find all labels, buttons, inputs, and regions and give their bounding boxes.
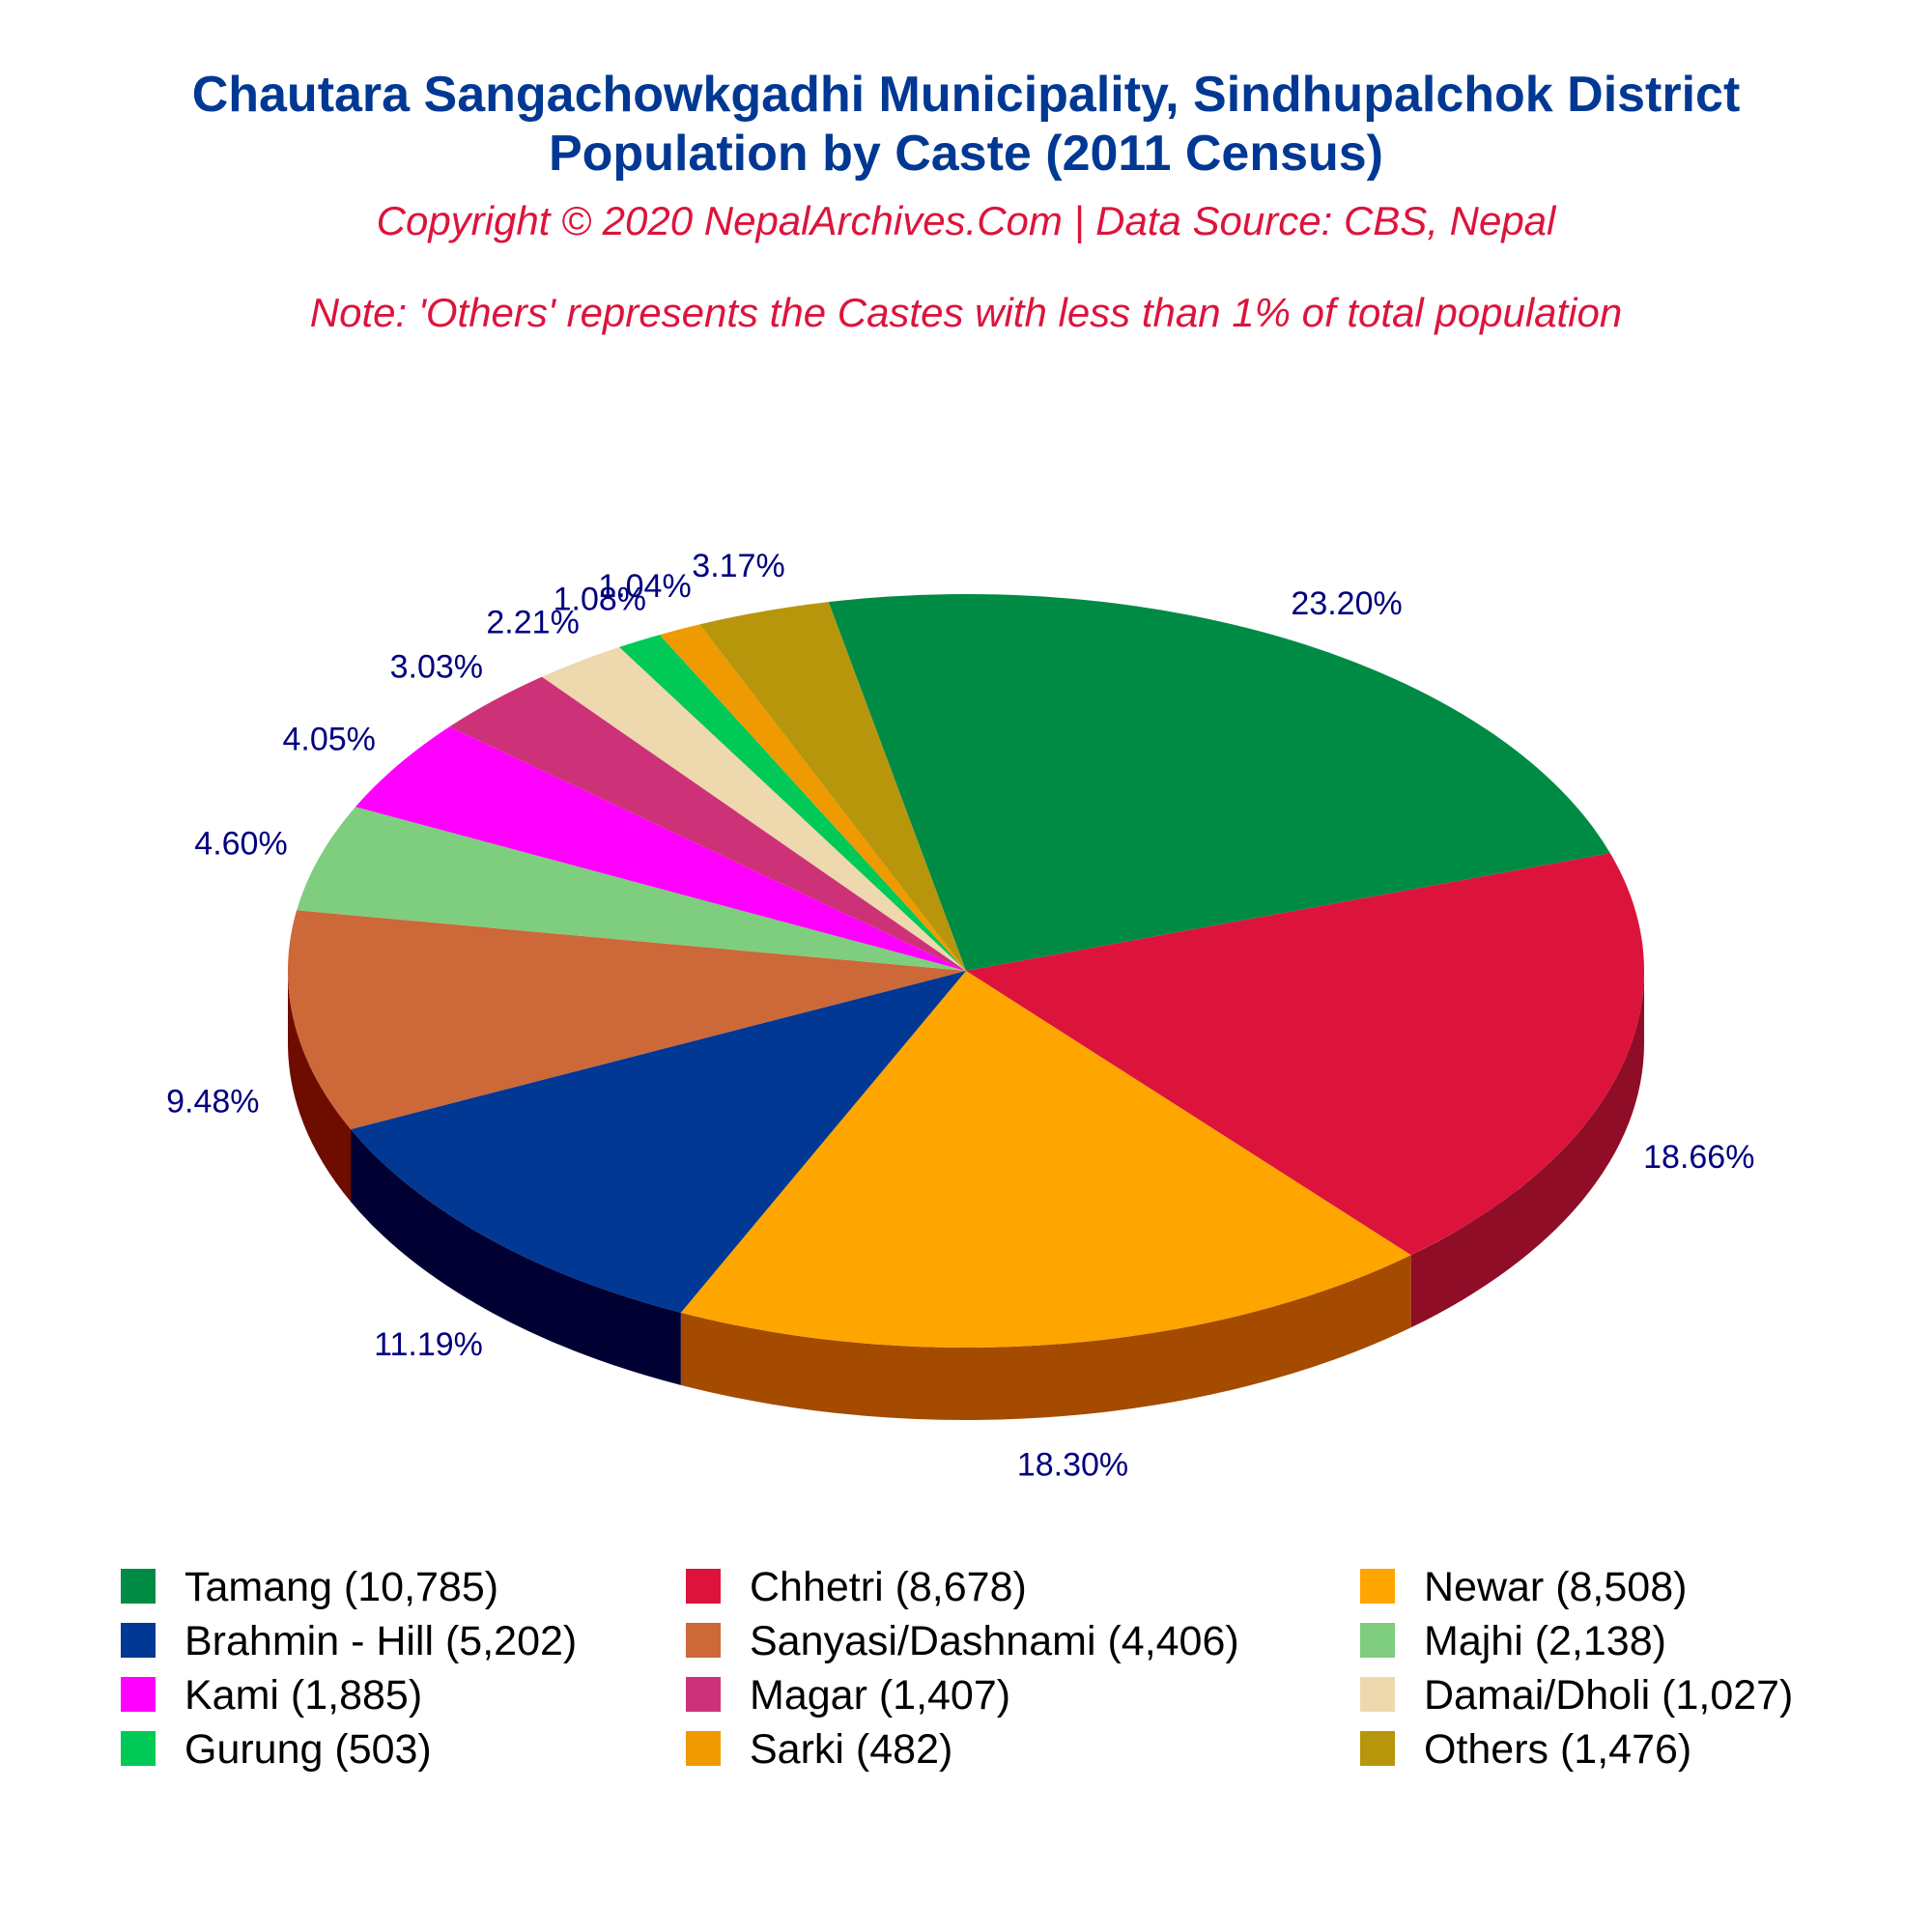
legend-label-brahmin-hill: Brahmin - Hill (5,202) — [185, 1618, 577, 1664]
pie-slice-majhi — [297, 807, 966, 971]
chart-title-line-1: Chautara Sangachowkgadhi Municipality, S… — [192, 67, 1741, 123]
pct-label-sanyasi-dashnami: 9.48% — [166, 1084, 259, 1121]
pie-slice-sanyasi-dashnami — [287, 910, 966, 1129]
legend-label-sarki: Sarki (482) — [750, 1726, 952, 1773]
pct-label-majhi: 4.60% — [194, 826, 287, 863]
pie-slice-damai-dholi — [542, 646, 966, 971]
pie-slice-magar — [449, 676, 966, 971]
legend-item-sanyasi-dashnami: Sanyasi/Dashnami (4,406) — [686, 1618, 1239, 1664]
pie-side-brahmin-hill — [351, 1128, 681, 1385]
pct-label-others: 3.17% — [692, 548, 784, 584]
legend-label-chhetri: Chhetri (8,678) — [750, 1564, 1027, 1610]
legend-label-damai-dholi: Damai/Dholi (1,027) — [1424, 1672, 1793, 1719]
chart-title: Chautara Sangachowkgadhi Municipality, S… — [192, 67, 1741, 182]
pie-side-chhetri — [1410, 971, 1644, 1328]
legend-swatch-newar — [1360, 1569, 1395, 1604]
pct-label-newar: 18.30% — [1017, 1447, 1128, 1484]
legend: Tamang (10,785) Chhetri (8,678) Newar (8,5… — [121, 1564, 1793, 1773]
chart-subtitle: Copyright © 2020 NepalArchives.Com | Dat… — [377, 198, 1557, 244]
legend-item-newar: Newar (8,508) — [1360, 1564, 1687, 1610]
legend-item-damai-dholi: Damai/Dholi (1,027) — [1360, 1672, 1793, 1719]
legend-item-gurung: Gurung (503) — [121, 1726, 432, 1773]
legend-item-magar: Magar (1,407) — [686, 1672, 1010, 1719]
chart-title-line-2: Population by Caste (2011 Census) — [549, 126, 1383, 182]
legend-label-gurung: Gurung (503) — [185, 1726, 432, 1773]
legend-item-brahmin-hill: Brahmin - Hill (5,202) — [121, 1618, 577, 1664]
pie-sides — [288, 971, 1644, 1420]
legend-item-majhi: Majhi (2,138) — [1360, 1618, 1666, 1664]
pie-slice-tamang — [828, 594, 1610, 971]
legend-item-others: Others (1,476) — [1360, 1726, 1691, 1773]
legend-swatch-majhi — [1360, 1623, 1395, 1658]
legend-swatch-kami — [121, 1677, 156, 1712]
pie-percent-labels: 23.20% 18.66% 18.30% 11.19% 9.48% 4.60% 4.05% 3… — [166, 548, 1754, 1483]
legend-item-sarki: Sarki (482) — [686, 1726, 952, 1773]
legend-swatch-gurung — [121, 1731, 156, 1766]
legend-item-chhetri: Chhetri (8,678) — [686, 1564, 1027, 1610]
pct-label-sarki: 1.04% — [598, 568, 691, 605]
pct-label-gurung: 1.08% — [554, 582, 646, 618]
legend-swatch-chhetri — [686, 1569, 721, 1604]
legend-label-newar: Newar (8,508) — [1424, 1564, 1687, 1610]
legend-swatch-brahmin-hill — [121, 1623, 156, 1658]
pie-slice-sarki — [659, 624, 966, 971]
legend-swatch-sanyasi-dashnami — [686, 1623, 721, 1658]
legend-swatch-sarki — [686, 1731, 721, 1766]
pct-label-tamang: 23.20% — [1291, 585, 1402, 622]
legend-swatch-others — [1360, 1731, 1395, 1766]
pct-label-damai-dholi: 2.21% — [486, 604, 579, 640]
pie-slices — [287, 594, 1644, 1348]
legend-item-kami: Kami (1,885) — [121, 1672, 422, 1719]
legend-swatch-damai-dholi — [1360, 1677, 1395, 1712]
pie-side-newar — [680, 1255, 1411, 1420]
pie-slice-gurung — [619, 635, 966, 971]
pct-label-brahmin-hill: 11.19% — [374, 1326, 483, 1363]
pie-slice-chhetri — [966, 853, 1644, 1256]
legend-label-kami: Kami (1,885) — [185, 1672, 422, 1719]
chart-note: Note: 'Others' represents the Castes wit… — [310, 290, 1622, 335]
pct-label-chhetri: 18.66% — [1643, 1139, 1754, 1176]
legend-label-magar: Magar (1,407) — [750, 1672, 1010, 1719]
legend-item-tamang: Tamang (10,785) — [121, 1564, 498, 1610]
pie-slice-newar — [680, 971, 1411, 1348]
legend-label-tamang: Tamang (10,785) — [185, 1564, 498, 1610]
pie-slice-brahmin-hill — [351, 971, 967, 1313]
pie-slice-kami — [355, 726, 966, 971]
pct-label-kami: 4.05% — [282, 722, 375, 758]
legend-swatch-magar — [686, 1677, 721, 1712]
legend-label-sanyasi-dashnami: Sanyasi/Dashnami (4,406) — [750, 1618, 1239, 1664]
pie-side-sanyasi-dashnami — [288, 971, 352, 1202]
legend-swatch-tamang — [121, 1569, 156, 1604]
pct-label-magar: 3.03% — [390, 648, 483, 685]
legend-label-majhi: Majhi (2,138) — [1424, 1618, 1666, 1664]
pie-slice-others — [699, 602, 966, 971]
legend-label-others: Others (1,476) — [1424, 1726, 1691, 1773]
